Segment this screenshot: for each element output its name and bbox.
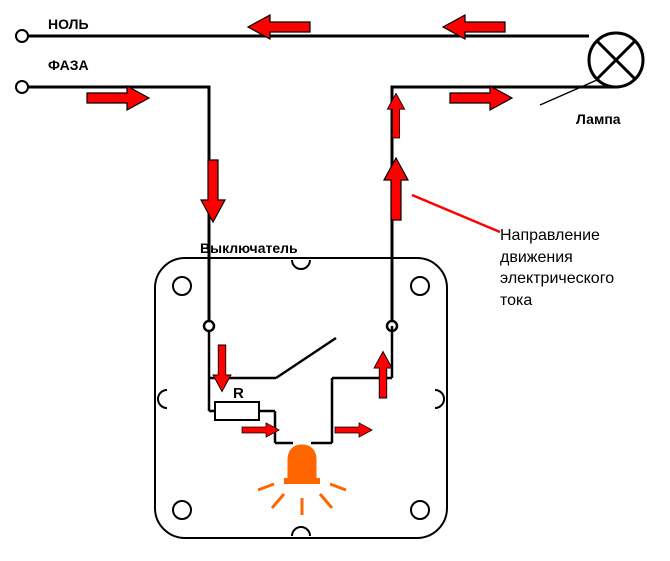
schematic-canvas: R	[0, 0, 670, 561]
lamp-lead	[540, 80, 597, 105]
annotation-pointer	[412, 195, 500, 232]
terminals	[16, 30, 28, 93]
flow-arrows	[87, 15, 512, 437]
indicator-led	[258, 445, 346, 515]
lamp-symbol	[589, 33, 643, 87]
switch-internal	[204, 321, 397, 443]
resistor-label: R	[233, 385, 244, 402]
wires	[22, 36, 616, 324]
switch-box	[155, 258, 447, 538]
